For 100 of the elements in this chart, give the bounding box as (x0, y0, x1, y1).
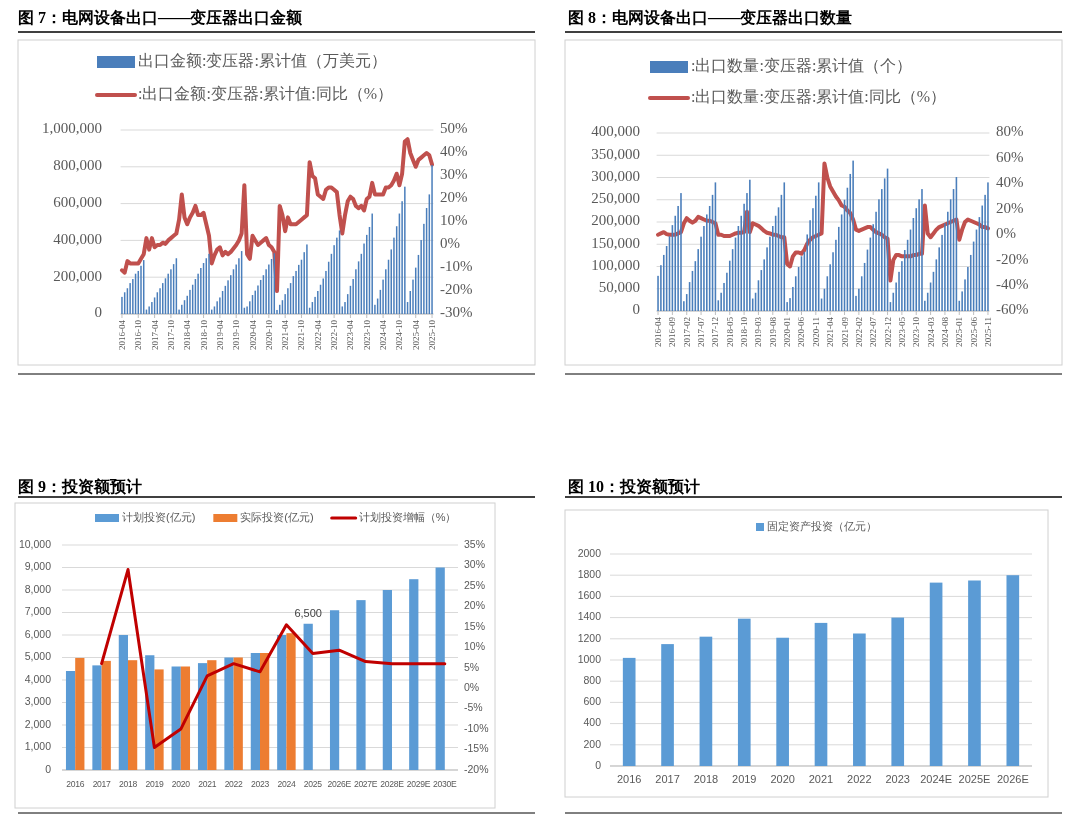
bar (154, 669, 164, 770)
x-tick-label: 2024-10 (394, 319, 405, 350)
bar (891, 617, 905, 766)
y2-tick-label: 0% (440, 235, 460, 252)
bar (101, 660, 111, 770)
x-tick-label: 2020-01 (782, 317, 793, 347)
x-tick-label: 2019-03 (753, 316, 764, 347)
y-tick-label: 1200 (577, 631, 602, 644)
y-tick-label: 4,000 (24, 672, 52, 685)
y-tick-label: 3,000 (24, 695, 52, 708)
y-tick-label: 2,000 (24, 717, 52, 730)
x-tick-label: 2021-09 (839, 316, 850, 347)
bar (118, 635, 128, 770)
y2-tick-label: -20% (996, 250, 1029, 267)
y-tick-label: 8,000 (24, 582, 52, 595)
legend-label: 固定资产投资（亿元） (767, 519, 877, 532)
data-label: 6,500 (294, 606, 322, 619)
bar (197, 663, 208, 770)
x-tick-label: 2017-12 (710, 317, 721, 347)
bar (286, 633, 296, 770)
bar (329, 610, 340, 770)
y2-tick-label: 20% (440, 189, 468, 206)
bar (776, 637, 789, 766)
x-tick-label: 2021-04 (280, 319, 291, 350)
y-tick-label: 1000 (577, 652, 602, 665)
y2-tick-label: -40% (996, 276, 1029, 293)
x-tick-label: 2018 (119, 779, 138, 789)
bar (65, 671, 76, 770)
bar (128, 660, 138, 770)
x-tick-label: 2018-10 (198, 319, 209, 350)
x-tick-label: 2022 (224, 779, 244, 789)
x-tick-label: 2027E (353, 779, 378, 789)
x-tick-label: 2024 (277, 779, 296, 789)
x-tick-label: 2017-10 (165, 319, 176, 350)
y2-tick-label: -60% (996, 301, 1029, 318)
bar (968, 580, 981, 766)
x-tick-label: 2023-04 (345, 319, 356, 350)
y2-tick-label: 40% (996, 174, 1024, 191)
y-tick-label: 200,000 (591, 212, 640, 229)
bar (1006, 575, 1020, 766)
bar (661, 644, 674, 766)
x-tick-label: 2024-03 (925, 316, 936, 347)
bar (699, 636, 713, 766)
y-tick-label: 600 (583, 695, 602, 708)
x-tick-label: 2016-04 (653, 316, 664, 347)
y-tick-label: 1,000,000 (42, 120, 102, 137)
y-tick-label: 800,000 (53, 157, 102, 174)
x-tick-label: 2018 (693, 773, 719, 785)
y-tick-label: 100,000 (591, 256, 640, 273)
legend-label: 计划投资(亿元) (122, 510, 196, 523)
y-tick-label: 200,000 (53, 267, 102, 284)
bar (250, 653, 260, 770)
x-tick-label: 2017-07 (696, 316, 707, 347)
y-tick-label: 9,000 (24, 560, 52, 573)
bar (303, 623, 313, 770)
y-tick-label: 50,000 (598, 279, 640, 296)
y-tick-label: 200 (583, 737, 602, 750)
bar (75, 657, 85, 770)
y2-tick-label: 40% (440, 143, 468, 160)
x-tick-label: 2025-11 (982, 317, 993, 347)
y-tick-label: 10,000 (18, 537, 52, 550)
legend-label: 计划投资增幅（%） (358, 510, 457, 523)
bar (853, 633, 866, 766)
x-tick-label: 2023 (251, 779, 270, 789)
chart-title: 图 8：电网设备出口——变压器出口数量 (568, 8, 852, 26)
y2-tick-label: 0% (464, 680, 480, 693)
y2-tick-label: -10% (464, 721, 489, 734)
x-tick-label: 2019-04 (214, 319, 225, 350)
y2-tick-label: -5% (464, 701, 483, 714)
y2-tick-label: 15% (464, 619, 486, 632)
y2-tick-label: 10% (440, 212, 468, 229)
x-tick-label: 2017-02 (681, 317, 692, 347)
x-tick-label: 2025-10 (427, 319, 438, 350)
y2-tick-label: -15% (464, 742, 489, 755)
line-series (119, 137, 435, 293)
x-tick-label: 2022-07 (868, 316, 879, 347)
bar (814, 622, 828, 766)
y-tick-label: 1600 (577, 589, 602, 602)
y-tick-label: 150,000 (591, 234, 640, 251)
x-tick-label: 2025-06 (968, 316, 979, 347)
x-tick-label: 2028E (380, 779, 405, 789)
x-tick-label: 2020-10 (263, 319, 274, 350)
bar (224, 657, 234, 770)
x-tick-label: 2017 (655, 773, 680, 785)
x-tick-label: 2022-02 (853, 317, 864, 347)
y2-tick-label: 5% (464, 660, 480, 673)
y-tick-label: 2000 (577, 546, 602, 559)
x-tick-label: 2030E (433, 779, 458, 789)
x-tick-label: 2024-04 (378, 319, 389, 350)
x-tick-label: 2024-08 (939, 316, 950, 347)
x-tick-label: 2025-01 (954, 317, 965, 347)
x-tick-label: 2018-10 (739, 316, 750, 347)
y-tick-label: 600,000 (53, 194, 102, 211)
bar (622, 657, 636, 766)
x-tick-label: 2020-04 (247, 319, 258, 350)
y2-tick-label: 35% (464, 537, 486, 550)
y2-tick-label: 50% (440, 120, 468, 137)
x-tick-label: 2026E (996, 773, 1029, 785)
bar (92, 665, 102, 770)
x-tick-label: 2016 (66, 779, 85, 789)
